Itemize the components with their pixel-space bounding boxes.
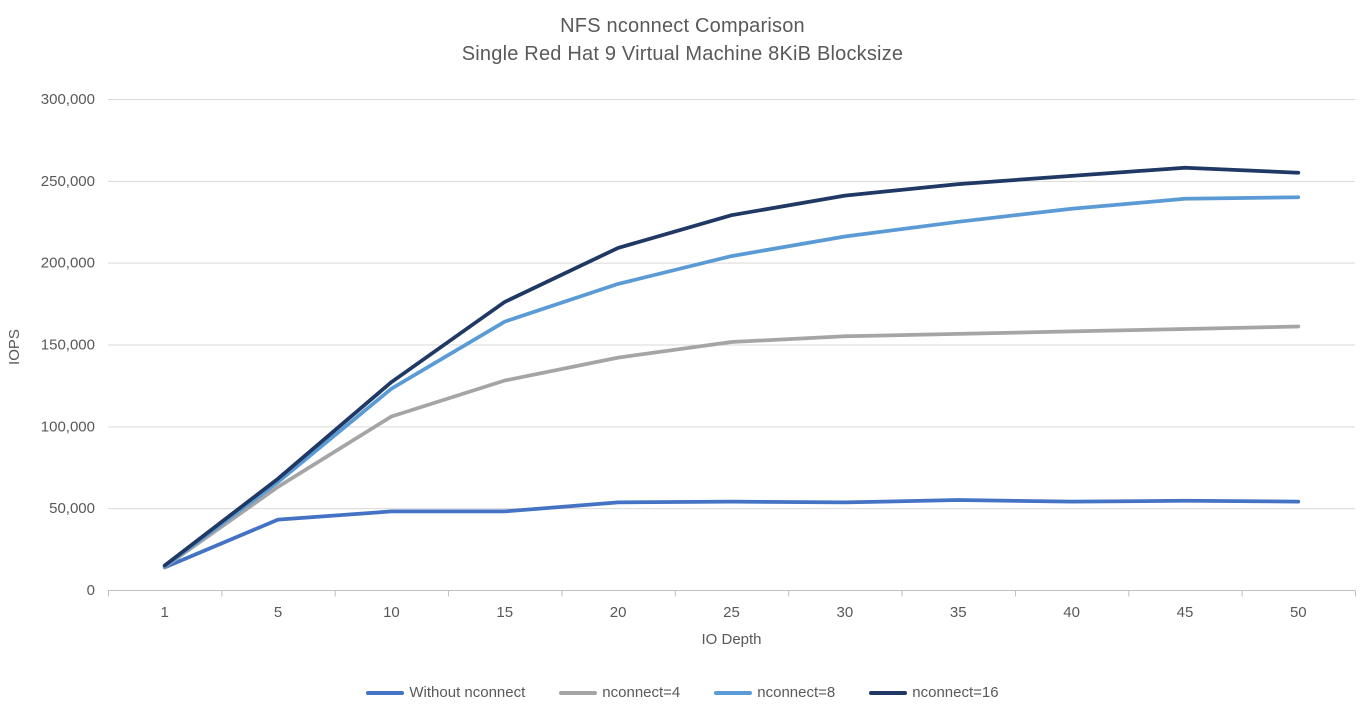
- y-tick-label: 300,000: [41, 91, 95, 108]
- x-tick-label: 20: [610, 604, 627, 621]
- x-tick-label: 40: [1063, 604, 1080, 621]
- x-tick-label: 30: [837, 604, 854, 621]
- y-tick-label: 200,000: [41, 255, 95, 272]
- x-axis-title: IO Depth: [701, 631, 762, 648]
- legend-item-nconnect-8: nconnect=8: [714, 684, 835, 701]
- x-tick-label: 45: [1177, 604, 1194, 621]
- legend-swatch: [869, 690, 908, 695]
- plot-area: 0 50,000 100,000 150,000 200,000 250,000 300,0…: [41, 91, 1356, 621]
- legend-label: nconnect=8: [757, 684, 836, 701]
- legend-label: nconnect=16: [912, 684, 999, 701]
- legend-label: nconnect=4: [602, 684, 681, 701]
- legend-item-nconnect-4: nconnect=4: [559, 684, 680, 701]
- legend: Without nconnect nconnect=4 nconnect=8 ncon…: [0, 684, 1365, 701]
- series-line-nconnect-8: [162, 195, 1301, 569]
- x-tick-label: 25: [723, 604, 740, 621]
- legend-swatch: [714, 690, 753, 695]
- y-tick-label: 100,000: [41, 418, 95, 435]
- legend-item-nconnect-16: nconnect=16: [869, 684, 999, 701]
- series-line-without-nconnect: [162, 498, 1301, 570]
- x-tick-label: 5: [274, 604, 282, 621]
- x-tick-label: 35: [950, 604, 967, 621]
- x-tick-label: 50: [1290, 604, 1307, 621]
- chart-title: NFS nconnect Comparison Single Red Hat 9…: [0, 12, 1365, 68]
- x-tick-label: 1: [161, 604, 169, 621]
- legend-label: Without nconnect: [409, 684, 526, 701]
- y-tick-label: 0: [87, 582, 95, 599]
- chart-title-line1: NFS nconnect Comparison: [560, 15, 805, 37]
- x-tick-label: 15: [496, 604, 513, 621]
- chart-title-line2: Single Red Hat 9 Virtual Machine 8KiB Bl…: [461, 43, 904, 65]
- y-tick-label: 50,000: [49, 500, 95, 517]
- y-tick-label: 150,000: [41, 337, 95, 354]
- series-line-nconnect-4: [162, 324, 1301, 569]
- legend-swatch: [366, 690, 405, 695]
- legend-swatch: [559, 690, 598, 695]
- series-line-nconnect-16: [162, 165, 1301, 568]
- x-tick-label: 10: [383, 604, 400, 621]
- legend-item-without-nconnect: Without nconnect: [366, 684, 525, 701]
- y-tick-label: 250,000: [41, 173, 95, 190]
